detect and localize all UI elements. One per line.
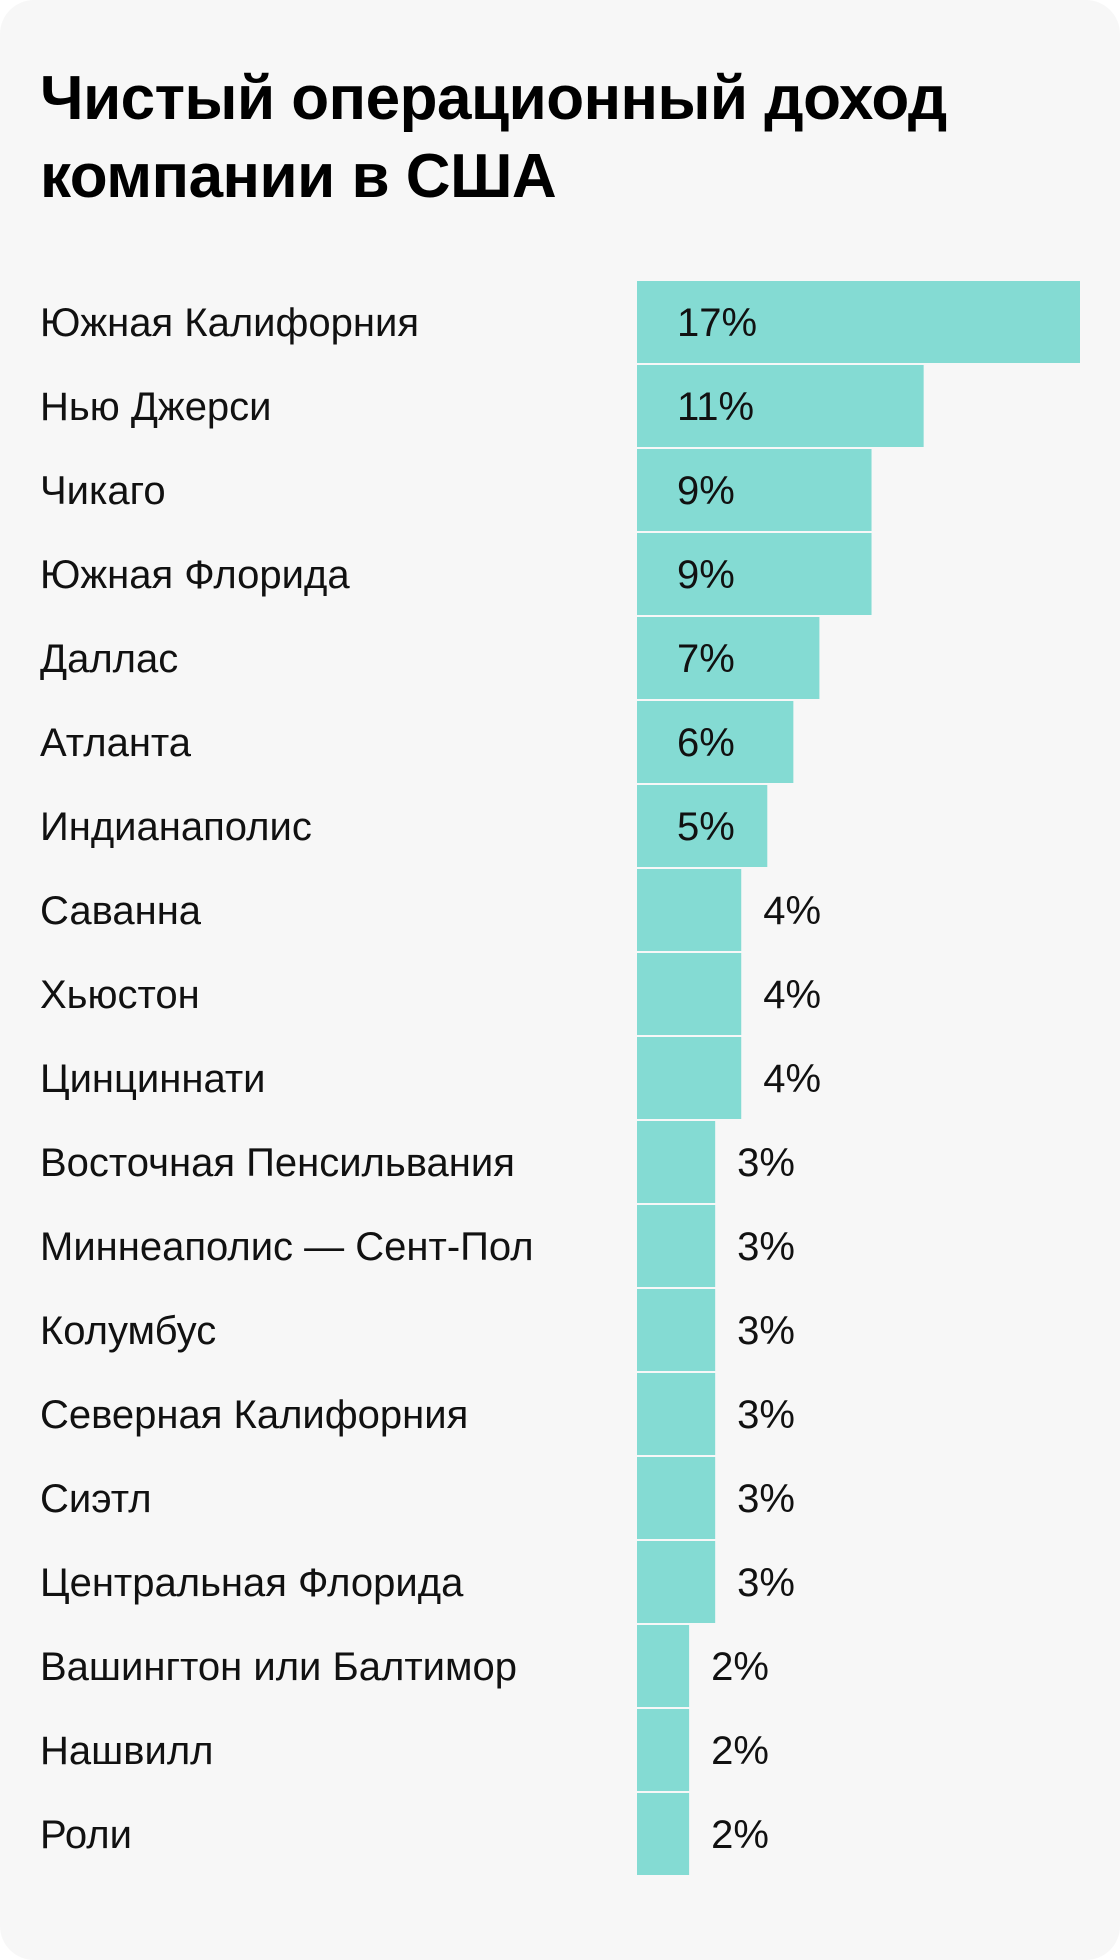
value-label: 3% [737,1561,795,1605]
value-label: 3% [737,1225,795,1269]
category-label: Даллас [40,637,178,681]
value-label: 4% [763,1057,821,1101]
bar [637,953,742,1035]
value-label: 9% [677,553,735,597]
bar [637,701,794,783]
category-label: Южная Флорида [40,553,350,597]
category-label: Вашингтон или Балтимор [40,1645,517,1689]
value-label: 9% [677,469,735,513]
category-label: Сиэтл [40,1477,152,1521]
value-label: 3% [737,1141,795,1185]
category-label: Атланта [40,721,192,765]
value-label: 2% [711,1813,769,1857]
bar [637,1457,716,1539]
chart-title: Чистый операционный доход компании в США [40,64,947,211]
bar [637,365,924,447]
category-label: Саванна [40,889,202,933]
bar [637,1121,716,1203]
category-label: Нью Джерси [40,385,272,429]
bar [637,1709,690,1791]
category-label: Индианаполис [40,805,312,849]
category-label: Колумбус [40,1309,216,1353]
category-label: Цинциннати [40,1057,266,1101]
bar [637,281,1080,363]
category-label: Центральная Флорида [40,1561,464,1605]
bar [637,1625,690,1707]
bar [637,1541,716,1623]
bar [637,1289,716,1371]
category-label: Роли [40,1813,132,1857]
value-label: 6% [677,721,735,765]
bar [637,1037,742,1119]
bar [637,449,872,531]
bar [637,617,820,699]
value-label: 7% [677,637,735,681]
bar [637,1793,690,1875]
category-label: Чикаго [40,469,166,513]
bar [637,1205,716,1287]
bar [637,785,768,867]
bar [637,533,872,615]
category-label: Хьюстон [40,973,200,1017]
value-label: 3% [737,1393,795,1437]
category-label: Южная Калифорния [40,301,419,345]
value-label: 3% [737,1477,795,1521]
value-label: 3% [737,1309,795,1353]
bar [637,1373,716,1455]
category-label: Восточная Пенсильвания [40,1141,515,1185]
value-label: 2% [711,1729,769,1773]
value-label: 5% [677,805,735,849]
value-label: 2% [711,1645,769,1689]
category-label: Северная Калифорния [40,1393,468,1437]
value-label: 11% [677,385,754,429]
value-label: 4% [763,973,821,1017]
category-label: Нашвилл [40,1729,214,1773]
value-label: 4% [763,889,821,933]
value-label: 17% [677,301,757,345]
category-label: Миннеаполис — Сент-Пол [40,1225,534,1269]
bar [637,869,742,951]
